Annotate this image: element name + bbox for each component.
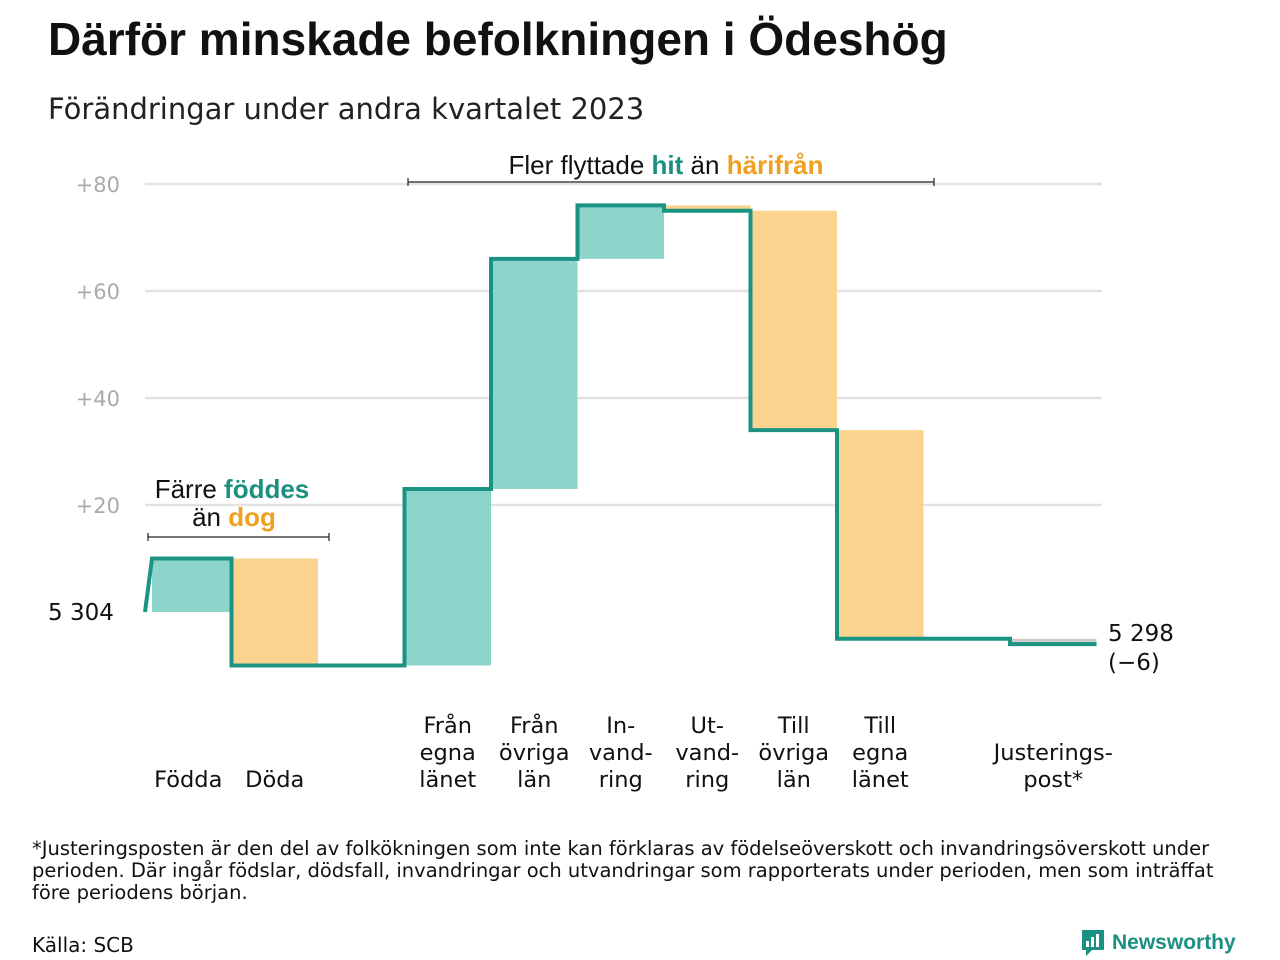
end-change-label: (−6): [1108, 650, 1160, 676]
brand-name: Newsworthy: [1112, 931, 1236, 954]
bar-justeringspost: [1010, 638, 1097, 645]
bar-doda: [231, 558, 318, 666]
migration-annotation: Fler flyttade hit än härifrån: [508, 150, 823, 180]
y-tick-label: +20: [76, 494, 120, 518]
category-label-invandring: In-vand-ring: [589, 713, 653, 793]
category-label-doda: Döda: [245, 767, 304, 793]
end-value-label: 5 298: [1108, 621, 1174, 647]
bar-fran-egna-lanet: [404, 488, 491, 666]
y-tick-label: +40: [76, 387, 120, 411]
footnote: *Justeringsposten är den del av folkökni…: [32, 837, 1214, 904]
y-tick-label: +80: [76, 173, 120, 197]
cumulative-line: [143, 203, 1097, 668]
birth-annotation-line1: Färre föddes: [155, 474, 310, 504]
category-label-till-egna-lanet: Till egna länet: [852, 713, 909, 793]
y-tick-label: +60: [76, 280, 120, 304]
bar-till-egna-lanet: [837, 430, 924, 639]
bar-fran-ovriga-lan: [491, 258, 578, 489]
newsworthy-logo-icon: [1082, 930, 1104, 956]
category-label-till-ovriga-lan: Till övriga län: [758, 713, 829, 793]
category-label-utvandring: Ut-vand-ring: [675, 713, 739, 793]
birth-annotation-line2: än dog: [192, 502, 276, 532]
source-label: Källa: SCB: [32, 933, 134, 957]
waterfall-chart: +20 +40 +60 +80 Födda Döda Från egna länet Från öv…: [48, 150, 1174, 793]
brand-logo: Newsworthy: [1080, 928, 1236, 958]
bar-fodda: [152, 558, 232, 612]
category-label-fodda: Födda: [154, 767, 222, 793]
bar-utvandring: [664, 205, 751, 211]
category-label-fran-egna-lanet: Från egna länet: [419, 711, 476, 793]
bar-invandring: [577, 205, 664, 259]
chart-title: Därför minskade befolkningen i Ödeshög: [48, 13, 948, 65]
bar-till-ovriga-lan: [750, 210, 837, 431]
category-label-fran-ovriga-lan: Från övriga län: [499, 711, 570, 793]
start-value-label: 5 304: [48, 600, 114, 626]
chart-subtitle: Förändringar under andra kvartalet 2023: [48, 92, 645, 126]
category-label-justeringspost: Justerings-post*: [992, 740, 1113, 793]
